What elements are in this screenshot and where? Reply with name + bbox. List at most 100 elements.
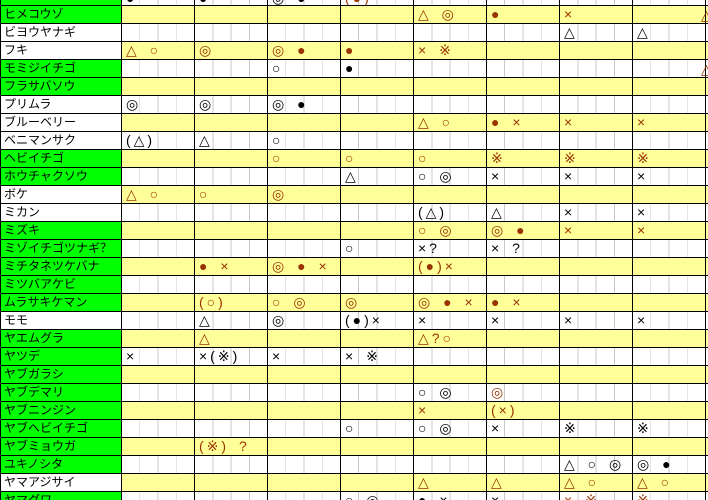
table-cell[interactable] <box>560 240 633 257</box>
row-label-cell[interactable]: ヤブデマリ <box>1 384 122 401</box>
table-cell[interactable] <box>560 438 633 455</box>
table-cell[interactable]: ◎ <box>195 42 268 59</box>
row-label-cell[interactable]: ミズキ <box>1 222 122 239</box>
table-cell[interactable]: ● × <box>195 258 268 275</box>
table-cell[interactable] <box>487 96 560 113</box>
table-cell[interactable]: × ※ <box>341 348 414 365</box>
row-label-cell[interactable]: ベニマンサク <box>1 132 122 149</box>
row-label-cell[interactable]: モモ <box>1 312 122 329</box>
table-cell[interactable] <box>341 438 414 455</box>
table-cell[interactable] <box>633 384 706 401</box>
table-cell[interactable]: ● × <box>487 114 560 131</box>
row-label-cell[interactable]: フラサバソウ <box>1 78 122 95</box>
table-cell[interactable] <box>195 24 268 41</box>
table-cell[interactable]: × ※ <box>414 42 487 59</box>
table-cell[interactable]: △ ◎ <box>414 6 487 23</box>
table-cell[interactable] <box>414 438 487 455</box>
table-cell[interactable] <box>487 78 560 95</box>
table-cell[interactable] <box>268 168 341 185</box>
row-label-cell[interactable]: ユキノシタ <box>1 456 122 473</box>
table-cell[interactable] <box>195 60 268 77</box>
table-cell[interactable] <box>487 348 560 365</box>
table-cell[interactable]: △ ○ <box>122 42 195 59</box>
table-cell[interactable]: × <box>633 204 706 221</box>
table-cell[interactable] <box>633 258 706 275</box>
table-cell[interactable] <box>560 384 633 401</box>
table-cell[interactable]: (●)× <box>414 258 487 275</box>
table-cell[interactable] <box>487 438 560 455</box>
table-cell[interactable] <box>195 222 268 239</box>
table-cell[interactable]: ※ <box>633 420 706 437</box>
table-cell[interactable]: ● <box>341 60 414 77</box>
table-cell[interactable] <box>195 402 268 419</box>
table-cell[interactable] <box>560 276 633 293</box>
table-cell[interactable] <box>122 24 195 41</box>
table-cell[interactable]: ● <box>122 0 195 5</box>
table-cell[interactable]: ● <box>341 42 414 59</box>
table-cell[interactable] <box>122 474 195 491</box>
table-cell[interactable] <box>122 366 195 383</box>
table-cell[interactable] <box>195 420 268 437</box>
table-cell[interactable] <box>487 276 560 293</box>
row-label-cell[interactable]: ヤマグワ <box>1 492 122 500</box>
table-cell[interactable] <box>560 258 633 275</box>
table-cell[interactable] <box>341 6 414 23</box>
table-cell[interactable]: △ <box>487 474 560 491</box>
table-cell[interactable]: × <box>268 348 341 365</box>
table-cell[interactable]: (×) <box>487 402 560 419</box>
table-cell[interactable] <box>560 366 633 383</box>
table-cell[interactable] <box>341 78 414 95</box>
table-cell[interactable] <box>341 276 414 293</box>
table-cell[interactable]: ○ <box>341 150 414 167</box>
row-label-cell[interactable]: ヤブニンジン <box>1 402 122 419</box>
table-cell[interactable]: ◎ <box>195 96 268 113</box>
row-label-cell[interactable] <box>1 0 122 5</box>
table-cell[interactable] <box>341 114 414 131</box>
table-cell[interactable] <box>633 348 706 365</box>
table-cell[interactable]: ○ <box>341 420 414 437</box>
table-cell[interactable] <box>122 78 195 95</box>
table-cell[interactable] <box>268 204 341 221</box>
table-cell[interactable]: ◎ <box>341 294 414 311</box>
table-cell[interactable] <box>414 24 487 41</box>
table-cell[interactable] <box>633 42 706 59</box>
table-cell[interactable]: (●)× <box>341 312 414 329</box>
table-cell[interactable]: ○ ◎ <box>341 492 414 500</box>
row-label-cell[interactable]: ヤツデ <box>1 348 122 365</box>
table-cell[interactable]: × <box>122 348 195 365</box>
table-cell[interactable]: △ <box>195 132 268 149</box>
table-cell[interactable] <box>487 258 560 275</box>
table-cell[interactable]: ◎ ● × <box>414 294 487 311</box>
table-cell[interactable] <box>414 348 487 365</box>
table-cell[interactable] <box>195 204 268 221</box>
table-cell[interactable]: (※) ? <box>195 438 268 455</box>
table-cell[interactable]: ● × <box>487 294 560 311</box>
table-cell[interactable] <box>195 456 268 473</box>
row-label-cell[interactable]: ヒメコウゾ <box>1 6 122 23</box>
table-cell[interactable]: ○ <box>195 186 268 203</box>
table-cell[interactable] <box>633 366 706 383</box>
table-cell[interactable] <box>414 78 487 95</box>
table-cell[interactable] <box>341 456 414 473</box>
table-cell[interactable] <box>122 204 195 221</box>
table-cell[interactable]: × <box>560 114 633 131</box>
table-cell[interactable] <box>195 384 268 401</box>
table-cell[interactable] <box>268 474 341 491</box>
table-cell[interactable] <box>122 60 195 77</box>
table-cell[interactable] <box>122 438 195 455</box>
table-cell[interactable] <box>195 276 268 293</box>
table-cell[interactable] <box>560 96 633 113</box>
table-cell[interactable]: (△) <box>122 132 195 149</box>
table-cell[interactable] <box>122 240 195 257</box>
table-cell[interactable]: × <box>560 204 633 221</box>
table-cell[interactable]: × <box>633 168 706 185</box>
table-cell[interactable] <box>195 474 268 491</box>
table-cell[interactable] <box>487 0 560 5</box>
table-cell[interactable] <box>414 96 487 113</box>
row-label-cell[interactable]: モミジイチゴ <box>1 60 122 77</box>
table-cell[interactable] <box>560 0 633 5</box>
table-cell[interactable]: ◎ ● <box>268 0 341 5</box>
table-cell[interactable] <box>633 0 706 5</box>
row-label-cell[interactable]: ヤマアジサイ <box>1 474 122 491</box>
table-cell[interactable] <box>414 366 487 383</box>
